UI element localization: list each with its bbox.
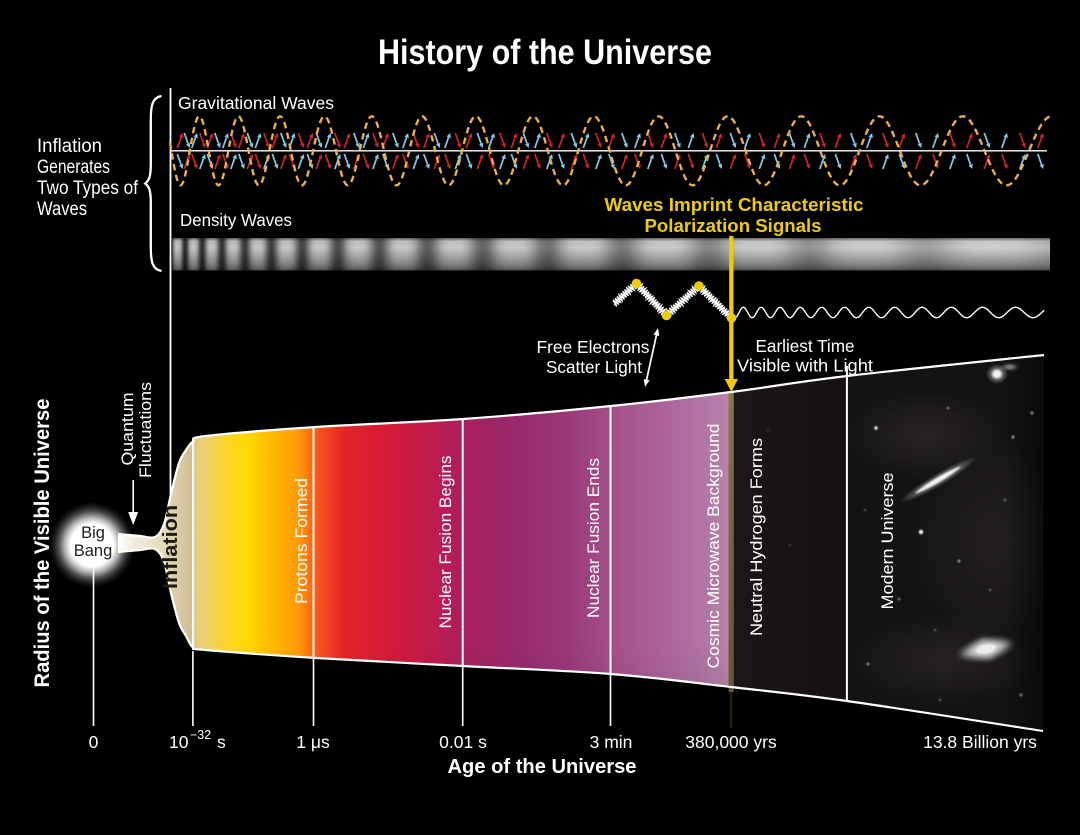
svg-text:1 μs: 1 μs [296,732,330,752]
svg-text:Gravitational Waves: Gravitational Waves [178,93,334,113]
svg-text:Two Types of: Two Types of [37,178,139,199]
svg-text:Density Waves: Density Waves [180,210,292,230]
svg-text:Inflation: Inflation [37,136,102,157]
svg-text:Modern Universe: Modern Universe [878,473,897,610]
svg-text:Waves Imprint Characteristic: Waves Imprint Characteristic [605,194,864,215]
svg-text:Quantum: Quantum [118,393,137,466]
svg-text:Big: Big [81,524,105,542]
svg-text:−32: −32 [190,728,211,742]
svg-text:10: 10 [169,732,189,752]
svg-text:Waves: Waves [37,199,87,220]
svg-text:s: s [217,732,226,752]
svg-text:Polarization Signals: Polarization Signals [645,215,822,236]
svg-text:Scatter Light: Scatter Light [546,357,642,377]
svg-text:0.01 s: 0.01 s [439,732,487,752]
svg-text:Nuclear Fusion Ends: Nuclear Fusion Ends [584,458,603,618]
svg-text:Cosmic Microwave Background: Cosmic Microwave Background [704,424,723,669]
svg-text:Generates: Generates [37,157,110,178]
svg-text:3 min: 3 min [590,732,633,752]
svg-text:13.8 Billion yrs: 13.8 Billion yrs [923,732,1037,752]
svg-text:0: 0 [89,732,99,752]
svg-text:Neutral Hydrogen Forms: Neutral Hydrogen Forms [747,438,766,636]
svg-text:Protons Formed: Protons Formed [292,478,311,604]
svg-text:Inflation: Inflation [160,505,182,589]
svg-text:Visible with Light: Visible with Light [737,356,873,376]
svg-text:History of the Universe: History of the Universe [378,33,712,72]
svg-text:Nuclear Fusion Begins: Nuclear Fusion Begins [436,456,455,629]
svg-text:380,000 yrs: 380,000 yrs [685,732,777,752]
svg-text:Age of the Universe: Age of the Universe [448,755,637,778]
svg-text:Bang: Bang [74,542,113,560]
svg-text:Radius of the Visible Universe: Radius of the Visible Universe [31,399,54,688]
svg-text:Earliest Time: Earliest Time [756,336,855,356]
svg-text:Fluctuations: Fluctuations [136,382,155,478]
svg-text:Free Electrons: Free Electrons [537,337,650,357]
